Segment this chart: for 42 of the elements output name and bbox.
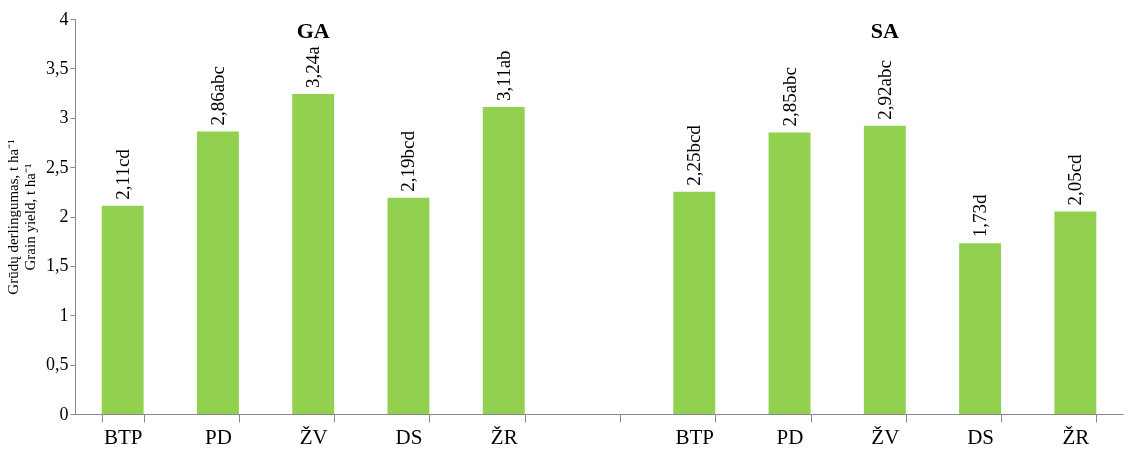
bar bbox=[673, 191, 716, 414]
bar bbox=[196, 131, 239, 414]
y-tick-label: 3,5 bbox=[46, 57, 69, 78]
y-tick-label: 0 bbox=[59, 403, 69, 424]
bar bbox=[959, 243, 1002, 414]
data-label: 3,11ab bbox=[492, 50, 514, 101]
annotation: SA bbox=[870, 18, 899, 43]
y-tick-label: 0,5 bbox=[46, 354, 69, 375]
y-tick-label: 1,5 bbox=[46, 255, 69, 276]
y-tick-label: 2 bbox=[59, 206, 69, 226]
data-label: 2,11cd bbox=[111, 148, 133, 200]
annotation: GA bbox=[296, 18, 330, 43]
data-label: 2,86abc bbox=[206, 65, 228, 126]
data-label: 2,85abc bbox=[778, 66, 800, 127]
y-tick-label: 3 bbox=[59, 107, 69, 128]
data-label: 2,05cd bbox=[1064, 153, 1086, 206]
bar bbox=[292, 94, 335, 414]
y-tick-label: 1 bbox=[59, 304, 69, 325]
bar bbox=[1054, 211, 1097, 414]
x-tick-label: DS bbox=[967, 424, 995, 449]
data-label: 2,25bcd bbox=[683, 124, 705, 186]
y-tick-label: 4 bbox=[59, 8, 69, 29]
data-label: 2,92abc bbox=[873, 60, 895, 120]
data-label: 1,73d bbox=[969, 193, 991, 238]
data-label: 3,24a bbox=[302, 45, 324, 89]
bar bbox=[482, 106, 525, 414]
x-tick-label: ŽR bbox=[1062, 424, 1090, 449]
x-tick-label: ŽR bbox=[490, 424, 518, 449]
x-tick-label: DS bbox=[395, 424, 423, 449]
y-axis-title: Grūdų derlingumas, t ha⁻¹ Grain yield, t ha⁻¹ bbox=[5, 139, 38, 295]
x-tick-label: BTP bbox=[103, 424, 143, 449]
bar bbox=[863, 125, 906, 414]
bar bbox=[768, 132, 811, 414]
x-tick-label: BTP bbox=[675, 424, 715, 449]
x-tick-label: ŽV bbox=[871, 424, 900, 449]
y-tick-label: 2,5 bbox=[46, 156, 69, 177]
data-label: 2,19bcd bbox=[397, 130, 419, 192]
bar bbox=[387, 197, 430, 414]
x-tick-label: PD bbox=[776, 424, 804, 449]
x-tick-label: ŽV bbox=[299, 424, 328, 449]
x-tick-label: PD bbox=[204, 424, 232, 449]
bar bbox=[101, 205, 144, 414]
